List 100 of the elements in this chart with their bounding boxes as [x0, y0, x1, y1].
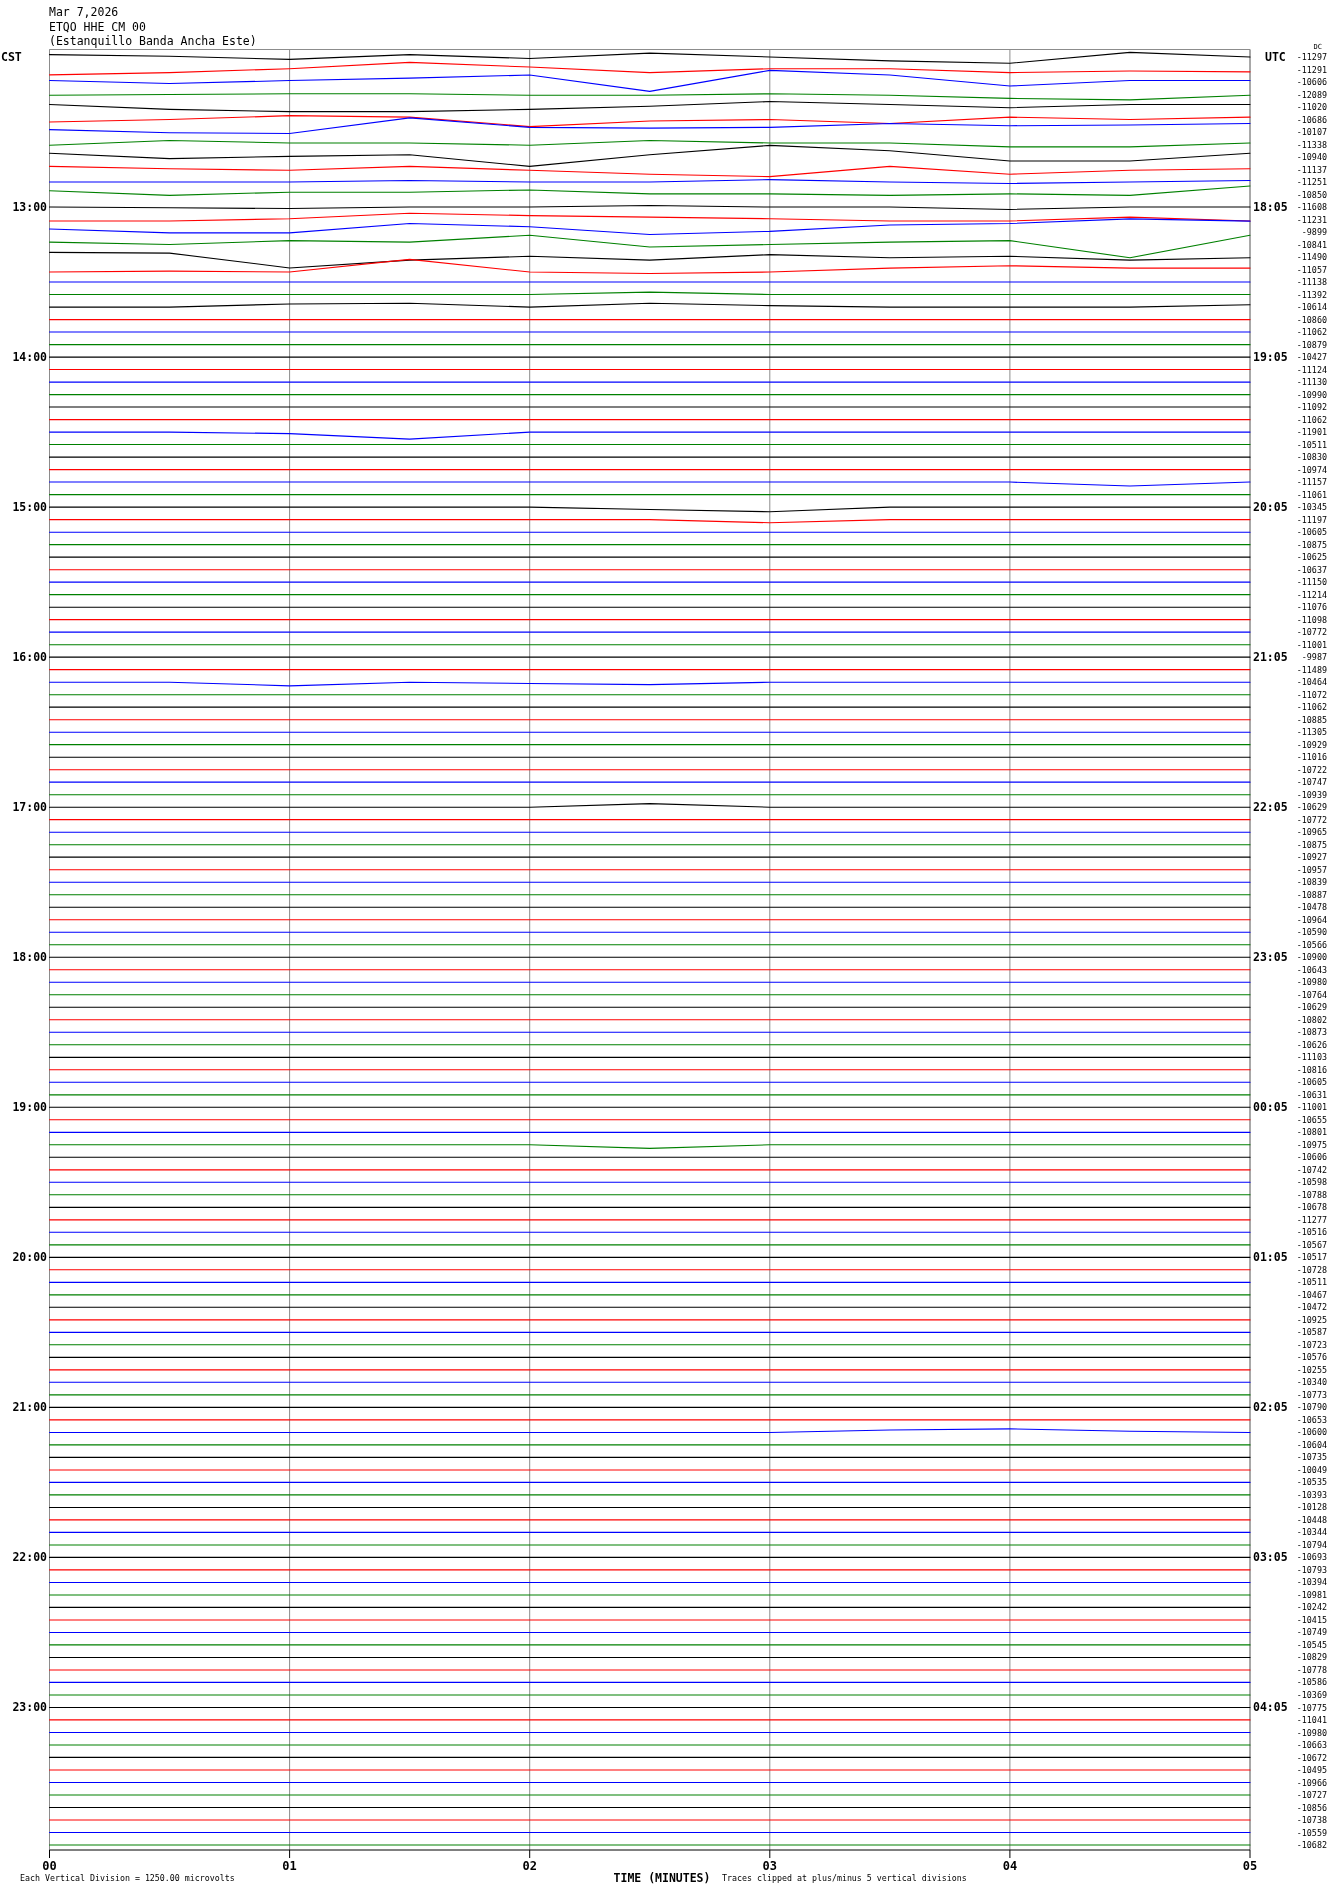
text: -10464: [1296, 677, 1327, 688]
text: -11124: [1296, 364, 1327, 375]
text: -10939: [1296, 789, 1327, 800]
text: -10604: [1296, 1439, 1327, 1450]
y-tick-label: 16:00: [12, 650, 48, 665]
text: -10788: [1296, 1189, 1327, 1200]
text: -10764: [1296, 989, 1327, 1000]
y-tick-label: 13:00: [12, 200, 48, 215]
text: -10816: [1296, 1064, 1327, 1075]
x-tick-label: 05: [1242, 1859, 1258, 1873]
text: -10629: [1296, 802, 1327, 813]
text: -10940: [1296, 152, 1327, 163]
text: -10965: [1296, 827, 1327, 838]
text: -10839: [1296, 877, 1327, 888]
text: -10653: [1296, 1414, 1327, 1425]
text: -10605: [1296, 1077, 1327, 1088]
y-tick-label: 20:00: [12, 1250, 48, 1265]
line-series: [48, 234, 1251, 259]
text: -11130: [1296, 377, 1327, 388]
text: -10885: [1296, 714, 1327, 725]
text: -11231: [1296, 214, 1327, 225]
line-series: [48, 258, 1251, 275]
y2-tick-label: 04:05: [1253, 1700, 1288, 1715]
text: -10929: [1296, 739, 1327, 750]
x-tick-label: 00: [42, 1859, 57, 1873]
text: Each Vertical Division = 1250.00 microvolts: [20, 1873, 235, 1883]
text: -10841: [1296, 239, 1327, 250]
text: -10566: [1296, 939, 1327, 950]
text: -10559: [1296, 1827, 1327, 1838]
text: -10927: [1296, 852, 1327, 863]
text: -10631: [1296, 1089, 1327, 1100]
line-series: [48, 69, 1251, 92]
x-tick-label: 02: [522, 1859, 537, 1873]
y-tick-label: 22:00: [12, 1550, 48, 1565]
y2-tick-label: 01:05: [1253, 1250, 1288, 1265]
text: -10394: [1296, 1577, 1327, 1588]
text: -10794: [1296, 1539, 1327, 1550]
text: -10415: [1296, 1614, 1327, 1625]
text: -10606: [1296, 77, 1327, 88]
text: -10242: [1296, 1602, 1327, 1613]
text: -10775: [1296, 1702, 1327, 1713]
x-tick-label: 01: [282, 1859, 297, 1873]
text: -10980: [1296, 1727, 1327, 1738]
x-axis-title: TIME (MINUTES): [613, 1871, 711, 1885]
text: -10606: [1296, 1152, 1327, 1163]
text: -11305: [1296, 727, 1327, 738]
text: -10672: [1296, 1752, 1327, 1763]
text: -10925: [1296, 1314, 1327, 1325]
line-series: [48, 115, 1251, 128]
text: -10856: [1296, 1802, 1327, 1813]
line-series: [48, 165, 1251, 178]
text: -10778: [1296, 1665, 1327, 1675]
text: -10107: [1296, 127, 1327, 138]
text: -10793: [1296, 1564, 1327, 1575]
text: -10511: [1296, 439, 1327, 450]
text: -10875: [1296, 839, 1327, 850]
y-tick-label: 18:00: [12, 950, 48, 965]
y2-tick-label: 02:05: [1253, 1400, 1288, 1415]
y2-tick-label: 20:05: [1253, 500, 1288, 515]
text: -10772: [1296, 627, 1327, 638]
text: -10974: [1296, 464, 1327, 475]
text: -10340: [1296, 1377, 1327, 1388]
text: -10790: [1296, 1402, 1327, 1413]
line-series: [48, 140, 1251, 148]
text: -10517: [1296, 1252, 1327, 1263]
text: -10957: [1296, 864, 1327, 875]
text: -10900: [1296, 952, 1327, 963]
text: -10773: [1296, 1389, 1327, 1400]
text: -10625: [1296, 552, 1327, 563]
text: -11001: [1296, 1102, 1327, 1113]
text: -11157: [1296, 477, 1327, 488]
text: -10626: [1296, 1039, 1327, 1050]
y-tick-label: 19:00: [12, 1100, 48, 1115]
text: -10879: [1296, 339, 1327, 350]
y2-tick-label: 18:05: [1253, 200, 1288, 215]
text: -10742: [1296, 1164, 1327, 1175]
text: -10749: [1296, 1627, 1327, 1638]
text: -10590: [1296, 927, 1327, 938]
text: -9987: [1301, 652, 1327, 663]
text: -11016: [1296, 752, 1327, 763]
text: -10345: [1296, 502, 1327, 513]
text: -10686: [1296, 114, 1327, 125]
line-series: [48, 218, 1251, 236]
text: -10605: [1296, 527, 1327, 538]
text: -10369: [1296, 1690, 1327, 1700]
text: -10516: [1296, 1227, 1327, 1238]
text: -11392: [1296, 289, 1327, 300]
text: -11137: [1296, 164, 1327, 175]
text: -10049: [1296, 1464, 1327, 1475]
text: -10981: [1296, 1589, 1327, 1600]
text: -10966: [1296, 1777, 1327, 1788]
text: -11041: [1296, 1715, 1327, 1726]
text: -11001: [1296, 639, 1327, 650]
text: -10829: [1296, 1652, 1327, 1663]
text: -10990: [1296, 389, 1327, 400]
y-tick-label: 17:00: [12, 800, 48, 815]
text: -10887: [1296, 889, 1327, 900]
text: -10975: [1296, 1139, 1327, 1150]
text: -11608: [1296, 202, 1327, 213]
text: -10600: [1296, 1427, 1327, 1438]
